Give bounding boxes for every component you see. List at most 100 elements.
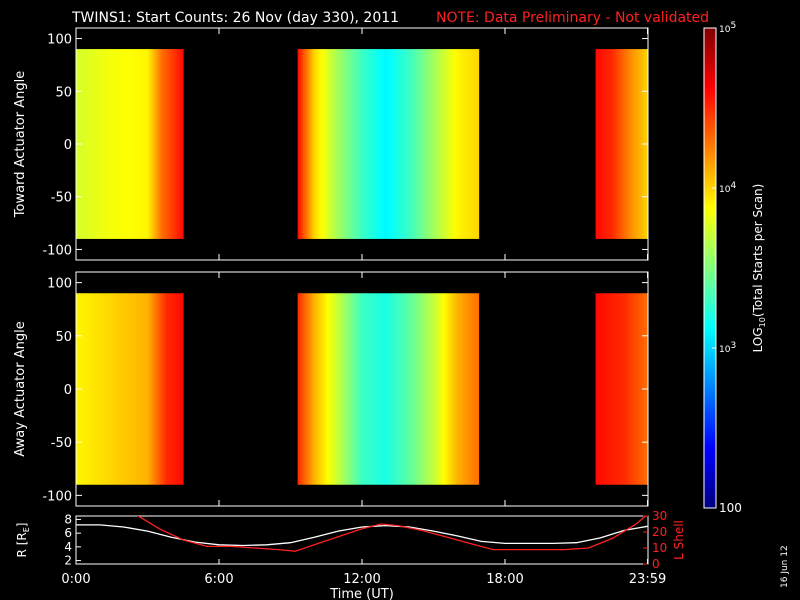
heatmap-cell — [174, 293, 177, 485]
y-right-tick-label: 30 — [652, 509, 667, 523]
heatmap-cell — [449, 293, 452, 485]
colorbar-band — [704, 56, 716, 61]
heatmap-cell — [131, 293, 134, 485]
heatmap-cell — [141, 293, 144, 485]
heatmap-cell — [144, 49, 147, 239]
heatmap-cell — [437, 49, 440, 239]
heatmap-cell — [470, 49, 473, 239]
heatmap-cell — [161, 49, 164, 239]
colorbar-band — [704, 316, 716, 321]
heatmap-cell — [88, 49, 91, 239]
x-tick-label: 18:00 — [486, 572, 523, 587]
heatmap-cell — [392, 49, 394, 239]
heatmap-cell — [424, 293, 427, 485]
away-ylabel: Away Actuator Angle — [13, 321, 28, 456]
heatmap-cell — [459, 49, 462, 239]
heatmap-cell — [310, 293, 313, 485]
heatmap-cell — [622, 293, 625, 485]
colorbar-band — [704, 404, 716, 409]
y-tick-label: 2 — [64, 554, 72, 568]
colorbar-band — [704, 292, 716, 297]
heatmap-cell — [463, 49, 466, 239]
heatmap-cell — [311, 49, 314, 239]
colorbar-band — [704, 80, 716, 85]
heatmap-cell — [393, 293, 396, 485]
heatmap-cell — [417, 49, 420, 239]
heatmap-cell — [330, 293, 333, 485]
heatmap-cell — [344, 293, 347, 485]
heatmap-cell — [390, 293, 393, 485]
colorbar-band — [704, 116, 716, 121]
heatmap-cell — [631, 293, 634, 485]
colorbar-band — [704, 356, 716, 361]
heatmap-cell — [339, 49, 341, 239]
heatmap-cell — [84, 49, 87, 239]
heatmap-cell — [157, 49, 160, 239]
heatmap-cell — [140, 293, 143, 485]
heatmap-cell — [612, 293, 615, 485]
colorbar-band — [704, 376, 716, 381]
heatmap-cell — [382, 49, 384, 239]
heatmap-cell — [611, 49, 614, 239]
heatmap-cell — [449, 49, 452, 239]
heatmap-cell — [459, 293, 462, 485]
heatmap-cell — [605, 49, 608, 239]
heatmap-cell — [307, 293, 310, 485]
heatmap-cell — [170, 49, 173, 239]
heatmap-cell — [396, 293, 399, 485]
heatmap-cell — [101, 49, 104, 239]
heatmap-cell — [400, 293, 403, 485]
colorbar-band — [704, 344, 716, 349]
colorbar-band — [704, 136, 716, 141]
colorbar-band — [704, 76, 716, 81]
heatmap-cell — [123, 49, 126, 239]
colorbar-label: LOG10(Total Starts per Scan) — [751, 184, 767, 353]
heatmap-cell — [430, 293, 433, 485]
heatmap-cell — [464, 49, 467, 239]
away-heatmap-cells — [76, 293, 649, 485]
colorbar-band — [704, 280, 716, 285]
heatmap-cell — [602, 293, 605, 485]
heatmap-cell — [153, 293, 156, 485]
heatmap-cell — [433, 293, 436, 485]
heatmap-cell — [330, 49, 333, 239]
heatmap-cell — [619, 293, 622, 485]
colorbar-band — [704, 216, 716, 221]
heatmap-cell — [319, 49, 321, 239]
colorbar-band — [704, 332, 716, 337]
heatmap-cell — [406, 49, 409, 239]
heatmap-cell — [384, 49, 387, 239]
heatmap-cell — [83, 49, 85, 239]
colorbar-band — [704, 108, 716, 113]
heatmap-cell — [350, 49, 353, 239]
heatmap-cell — [639, 49, 642, 239]
colorbar-band — [704, 244, 716, 249]
heatmap-cell — [426, 49, 429, 239]
heatmap-cell — [329, 293, 331, 485]
heatmap-cell — [412, 293, 414, 485]
colorbar-band — [704, 112, 716, 117]
heatmap-cell — [369, 293, 371, 485]
heatmap-cell — [331, 49, 334, 239]
heatmap-cell — [629, 293, 632, 485]
heatmap-cell — [597, 49, 599, 239]
heatmap-cell — [347, 293, 350, 485]
heatmap-cell — [413, 293, 416, 485]
heatmap-cell — [410, 293, 413, 485]
heatmap-cell — [297, 293, 300, 485]
colorbar-band — [704, 52, 716, 57]
heatmap-cell — [477, 293, 480, 485]
colorbar-band — [704, 408, 716, 413]
heatmap-cell — [407, 49, 410, 239]
colorbar-band — [704, 484, 716, 489]
colorbar-band — [704, 236, 716, 241]
colorbar-band — [704, 44, 716, 49]
heatmap-cell — [148, 293, 151, 485]
colorbar-band — [704, 420, 716, 425]
radial-distance-line — [76, 524, 648, 547]
heatmap-cell — [137, 49, 140, 239]
heatmap-cell — [323, 49, 326, 239]
heatmap-cell — [148, 49, 151, 239]
